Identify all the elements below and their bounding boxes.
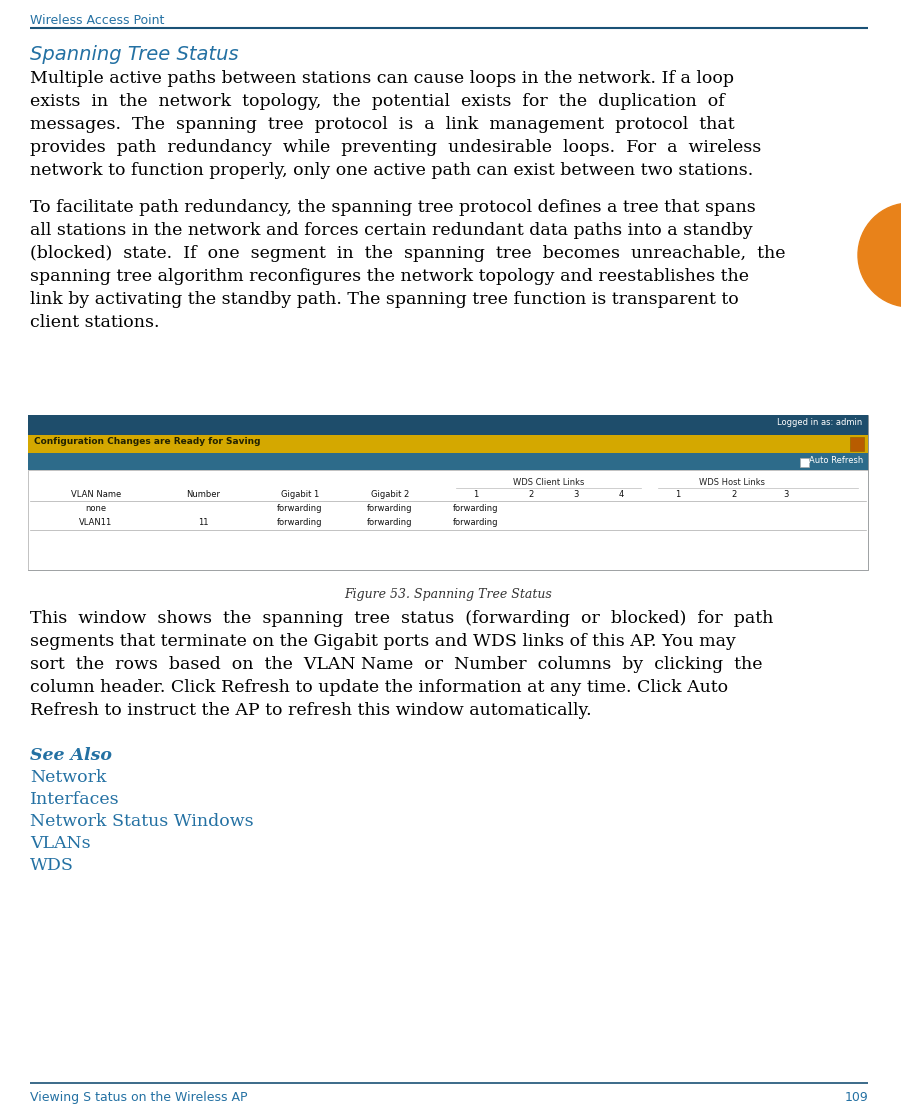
Text: Configuration Changes are Ready for Saving: Configuration Changes are Ready for Savi… — [34, 437, 260, 446]
Text: Number: Number — [186, 490, 220, 499]
Circle shape — [858, 203, 901, 307]
Text: To facilitate path redundancy, the spanning tree protocol defines a tree that sp: To facilitate path redundancy, the spann… — [30, 199, 756, 216]
Text: 1: 1 — [473, 490, 478, 499]
Text: 11: 11 — [197, 518, 208, 527]
Text: sort  the  rows  based  on  the  VLAN Name  or  Number  columns  by  clicking  t: sort the rows based on the VLAN Name or … — [30, 656, 762, 673]
Text: exists  in  the  network  topology,  the  potential  exists  for  the  duplicati: exists in the network topology, the pote… — [30, 92, 724, 110]
Text: Wireless Access Point: Wireless Access Point — [30, 14, 164, 27]
Text: 109: 109 — [844, 1091, 868, 1104]
Text: forwarding: forwarding — [453, 504, 499, 514]
Text: Network Status Windows: Network Status Windows — [30, 813, 253, 830]
Bar — [800, 458, 809, 467]
Text: link by activating the standby path. The spanning tree function is transparent t: link by activating the standby path. The… — [30, 291, 739, 307]
Bar — [28, 434, 868, 453]
Text: Auto Refresh: Auto Refresh — [809, 456, 863, 465]
Text: Network: Network — [30, 769, 106, 786]
Text: messages.  The  spanning  tree  protocol  is  a  link  management  protocol  tha: messages. The spanning tree protocol is … — [30, 116, 734, 133]
Bar — [850, 437, 864, 451]
Text: forwarding: forwarding — [368, 518, 413, 527]
Text: provides  path  redundancy  while  preventing  undesirable  loops.  For  a  wire: provides path redundancy while preventin… — [30, 139, 761, 156]
Text: network to function properly, only one active path can exist between two station: network to function properly, only one a… — [30, 162, 753, 179]
Text: Logged in as: admin: Logged in as: admin — [777, 418, 862, 427]
Text: 2: 2 — [528, 490, 533, 499]
Text: forwarding: forwarding — [453, 518, 499, 527]
Bar — [28, 470, 868, 570]
Text: WDS Host Links: WDS Host Links — [699, 478, 765, 487]
Text: Figure 53. Spanning Tree Status: Figure 53. Spanning Tree Status — [344, 588, 552, 600]
Text: Interfaces: Interfaces — [30, 791, 120, 808]
Text: 3: 3 — [783, 490, 788, 499]
Text: 1: 1 — [676, 490, 680, 499]
Text: Gigabit 2: Gigabit 2 — [371, 490, 409, 499]
Text: This  window  shows  the  spanning  tree  status  (forwarding  or  blocked)  for: This window shows the spanning tree stat… — [30, 610, 773, 627]
Bar — [28, 416, 868, 570]
Text: 3: 3 — [573, 490, 578, 499]
Text: forwarding: forwarding — [278, 504, 323, 514]
Text: spanning tree algorithm reconfigures the network topology and reestablishes the: spanning tree algorithm reconfigures the… — [30, 268, 749, 285]
Text: WDS: WDS — [30, 857, 74, 874]
Text: Refresh to instruct the AP to refresh this window automatically.: Refresh to instruct the AP to refresh th… — [30, 702, 592, 719]
Text: none: none — [86, 504, 106, 514]
Bar — [28, 416, 868, 434]
Text: See Also: See Also — [30, 747, 112, 764]
Text: VLANs: VLANs — [30, 836, 91, 852]
Text: Multiple active paths between stations can cause loops in the network. If a loop: Multiple active paths between stations c… — [30, 70, 734, 87]
Text: VLAN Name: VLAN Name — [71, 490, 121, 499]
Text: 4: 4 — [618, 490, 623, 499]
Text: forwarding: forwarding — [368, 504, 413, 514]
Bar — [28, 453, 868, 470]
Text: client stations.: client stations. — [30, 314, 159, 331]
Text: Spanning Tree Status: Spanning Tree Status — [30, 45, 239, 63]
Text: forwarding: forwarding — [278, 518, 323, 527]
Text: Gigabit 1: Gigabit 1 — [281, 490, 319, 499]
Text: (blocked)  state.  If  one  segment  in  the  spanning  tree  becomes  unreachab: (blocked) state. If one segment in the s… — [30, 245, 786, 262]
Text: all stations in the network and forces certain redundant data paths into a stand: all stations in the network and forces c… — [30, 222, 752, 240]
Text: WDS Client Links: WDS Client Links — [513, 478, 584, 487]
Text: Viewing S tatus on the Wireless AP: Viewing S tatus on the Wireless AP — [30, 1091, 248, 1104]
Text: VLAN11: VLAN11 — [79, 518, 113, 527]
Text: column header. Click Refresh to update the information at any time. Click Auto: column header. Click Refresh to update t… — [30, 680, 728, 696]
Text: 2: 2 — [732, 490, 737, 499]
Text: segments that terminate on the Gigabit ports and WDS links of this AP. You may: segments that terminate on the Gigabit p… — [30, 633, 736, 649]
Bar — [28, 470, 868, 570]
